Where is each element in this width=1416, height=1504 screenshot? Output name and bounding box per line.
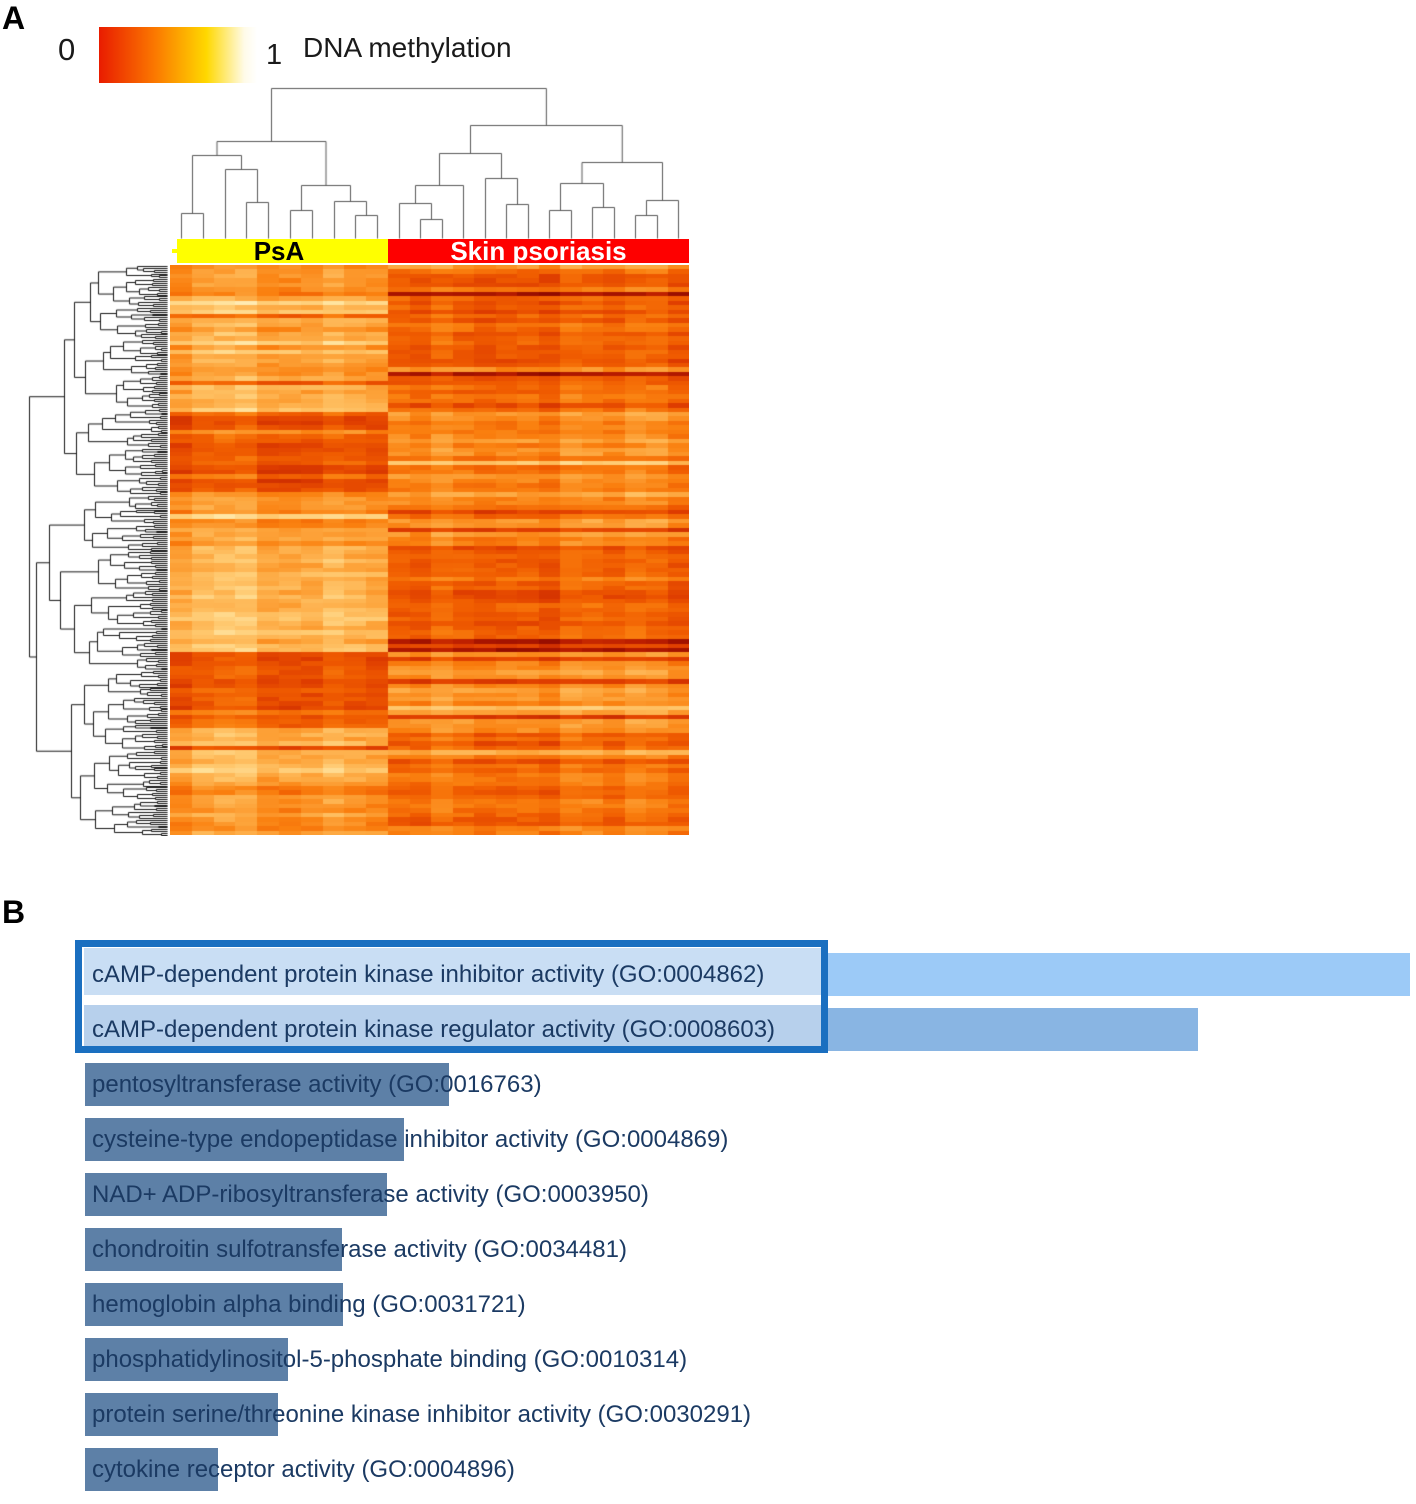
- methylation-heatmap: [170, 265, 689, 835]
- go-bar: [85, 1063, 449, 1106]
- colorbar-gradient: [99, 27, 257, 83]
- psa-band-annotation-tick: [167, 239, 177, 263]
- group-band-psa-label: PsA: [253, 236, 305, 266]
- go-term-label: pentosyltransferase activity (GO:0016763…: [92, 1071, 542, 1098]
- legend-max-label: 1: [266, 39, 283, 71]
- go-bar: [85, 1118, 404, 1161]
- go-term-label: cytokine receptor activity (GO:0004896): [92, 1456, 515, 1483]
- panel-b-label: B: [2, 894, 26, 930]
- go-term-label: NAD+ ADP-ribosyltransferase activity (GO…: [92, 1181, 649, 1208]
- go-term-label: hemoglobin alpha binding (GO:0031721): [92, 1291, 526, 1318]
- column-dendrogram: [165, 84, 695, 239]
- group-band-psoriasis-label: Skin psoriasis: [450, 236, 627, 266]
- panel-a-label: A: [2, 0, 26, 36]
- go-bar: [85, 1228, 342, 1271]
- go-term-label: cAMP-dependent protein kinase regulator …: [92, 1016, 776, 1043]
- go-bar: [85, 1283, 343, 1326]
- group-band-psoriasis: Skin psoriasis: [388, 236, 689, 266]
- panel-b: B cAMP-dependent protein kinase inhibito…: [0, 894, 1416, 1504]
- highlight-outline-box: [75, 940, 828, 1053]
- legend-title: DNA methylation: [303, 32, 512, 63]
- go-bar: [85, 1338, 288, 1381]
- group-band-psa: PsA: [170, 236, 388, 266]
- go-term-label: protein serine/threonine kinase inhibito…: [92, 1401, 752, 1428]
- highlight-label-chip: [82, 946, 824, 997]
- legend-min-label: 0: [58, 32, 76, 67]
- go-bar: [85, 1393, 278, 1436]
- row-dendrogram: [25, 265, 168, 836]
- psa-band-annotation-notch: [172, 249, 177, 253]
- go-term-label: chondroitin sulfotransferase activity (G…: [92, 1236, 627, 1263]
- go-bar: [85, 1173, 387, 1216]
- go-term-label: phosphatidylinositol-5-phosphate binding…: [92, 1346, 688, 1373]
- highlight-label-chip: [82, 1003, 824, 1050]
- go-bar: [85, 1448, 218, 1491]
- go-term-label: cAMP-dependent protein kinase inhibitor …: [92, 961, 765, 988]
- panel-a: A 0 1 DNA methylation PsA Skin psoriasis: [2, 0, 695, 836]
- go-term-label: cysteine-type endopeptidase inhibitor ac…: [92, 1126, 729, 1153]
